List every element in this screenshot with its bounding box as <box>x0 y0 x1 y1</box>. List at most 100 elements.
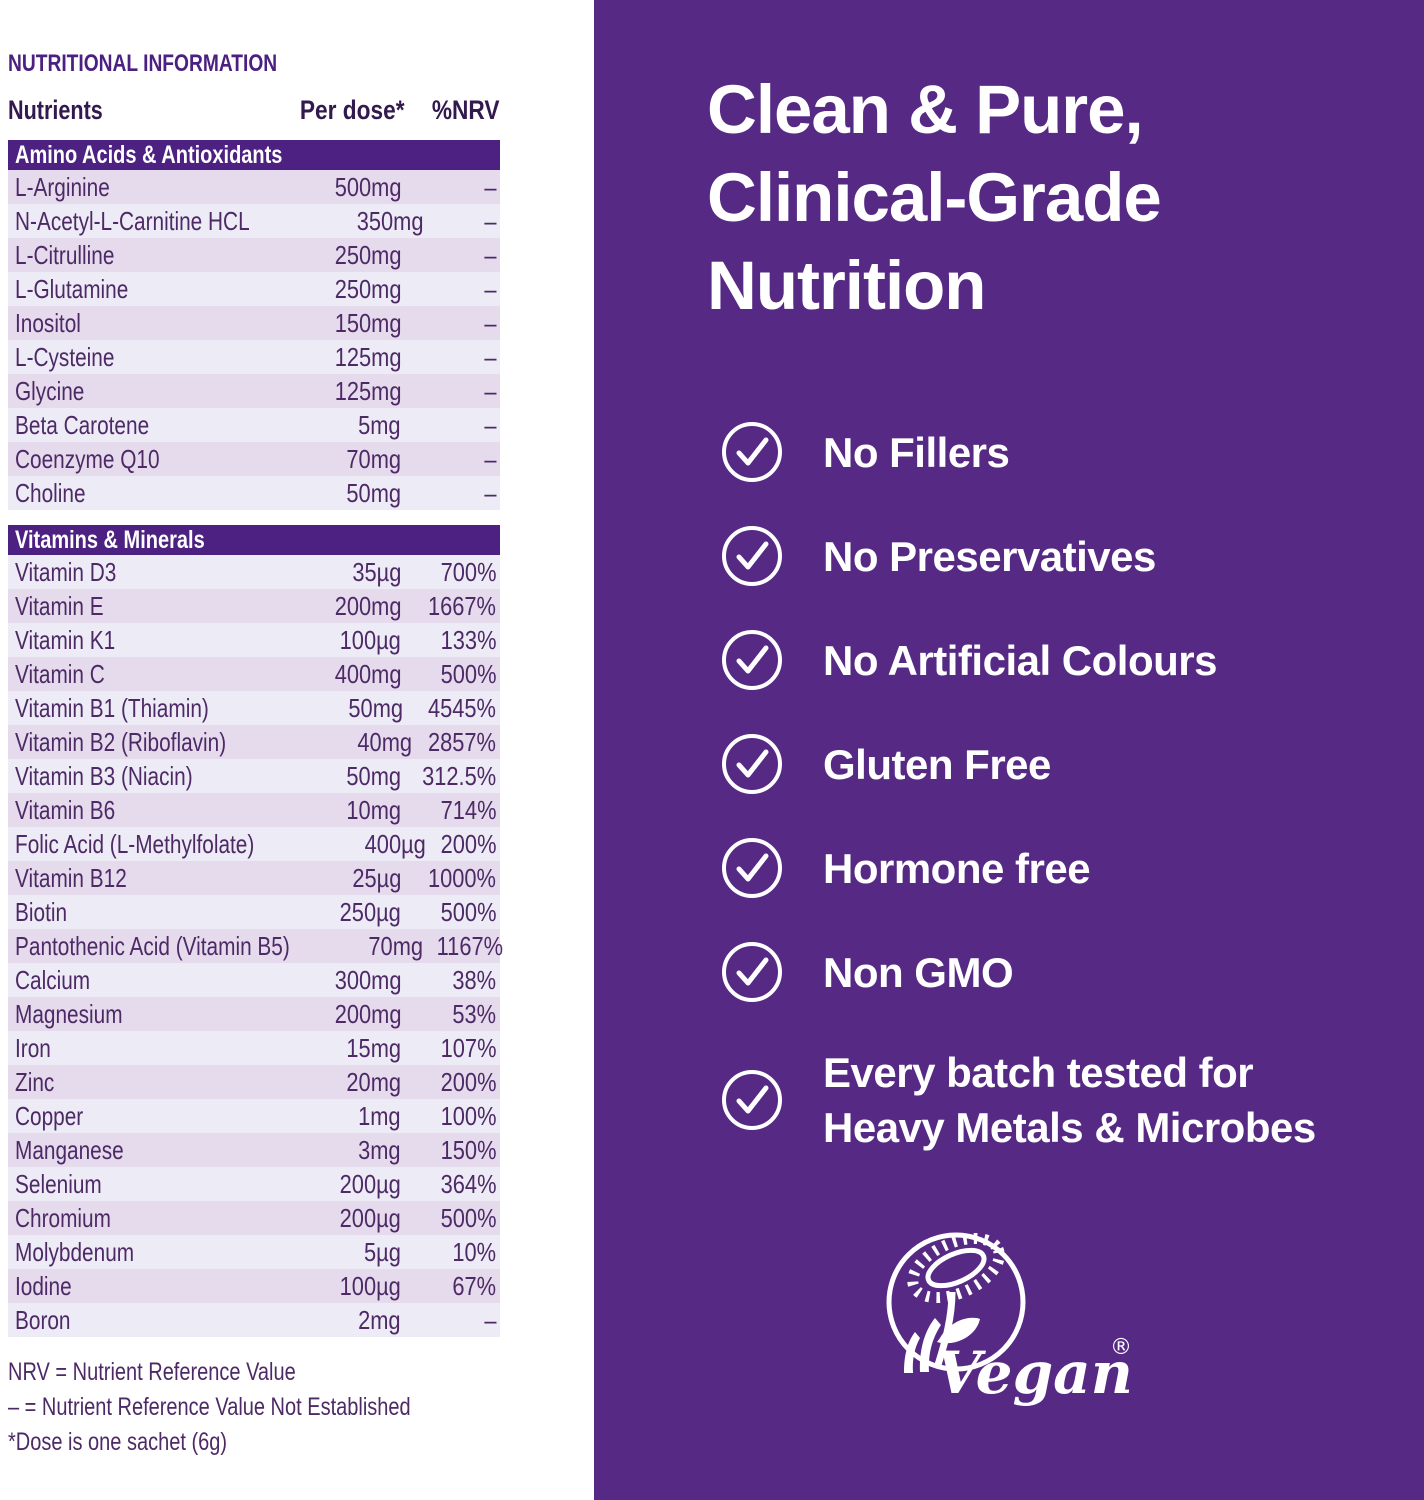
nutrient-nrv: 1667% <box>427 591 496 621</box>
nutrient-name: L-Arginine <box>15 172 110 202</box>
nutrient-name: Vitamin B2 (Riboflavin) <box>15 727 227 757</box>
footnote-dose-text: *Dose is one sachet (6g) <box>8 1428 228 1456</box>
checkmark-circle-icon <box>722 526 782 586</box>
sunflower-icon <box>907 1232 1005 1304</box>
headline: Clean & Pure, Clinical-Grade Nutrition <box>707 66 1162 330</box>
table-row: Selenium 200µg 364% <box>8 1167 500 1201</box>
table-row: Vitamin E 200mg 1667% <box>8 589 500 623</box>
table-row: Zinc 20mg 200% <box>8 1065 500 1099</box>
checkmark-circle-icon <box>722 630 782 690</box>
table-row: Boron 2mg – <box>8 1303 500 1337</box>
nutrient-dose: 100µg <box>339 1271 401 1301</box>
table-row: Biotin 250µg 500% <box>8 895 500 929</box>
nutrient-dose: 3mg <box>358 1135 401 1165</box>
column-header-per-dose-text: Per dose* <box>300 95 405 125</box>
section-header-amino-acids: Amino Acids & Antioxidants <box>8 140 500 170</box>
marketing-panel: Clean & Pure, Clinical-Grade Nutrition N… <box>594 0 1424 1500</box>
nutrient-name: Iron <box>15 1033 51 1063</box>
table-row: Choline 50mg – <box>8 476 500 510</box>
nutrient-name: Inositol <box>15 308 81 338</box>
nutrient-name: Vitamin B1 (Thiamin) <box>15 693 209 723</box>
table-row: Manganese 3mg 150% <box>8 1133 500 1167</box>
nutrient-name: Calcium <box>15 965 91 995</box>
nutrient-dose: 200µg <box>339 1203 401 1233</box>
nutrient-name: Biotin <box>15 897 68 927</box>
nutrient-dose: 250mg <box>334 240 401 270</box>
benefit-batch-tested: Every batch tested for Heavy Metals & Mi… <box>721 1045 1316 1155</box>
nutrient-dose: 200mg <box>334 999 401 1029</box>
nutrient-name: Vitamin B3 (Niacin) <box>15 761 193 791</box>
vegan-society-logo: Vegan ® <box>886 1232 1129 1407</box>
nutrient-dose: 1mg <box>358 1101 401 1131</box>
benefit-label: Every batch tested for Heavy Metals & Mi… <box>823 1045 1316 1155</box>
nutrient-name: Vitamin B12 <box>15 863 127 893</box>
nutrient-nrv: 500% <box>440 897 496 927</box>
table-row: Vitamin B3 (Niacin) 50mg 312.5% <box>8 759 500 793</box>
nutrient-nrv: – <box>483 308 496 338</box>
section-header-vitamins-minerals: Vitamins & Minerals <box>8 525 500 555</box>
headline-line-1: Clean & Pure, <box>707 71 1144 148</box>
benefit-label: No Preservatives <box>823 532 1156 580</box>
nutrient-dose: 350mg <box>356 206 424 236</box>
headline-line-3: Nutrition <box>707 247 986 324</box>
nutrient-name: Manganese <box>15 1135 124 1165</box>
nutrient-nrv: – <box>483 342 496 372</box>
nutrient-dose: 10mg <box>346 795 401 825</box>
nutrient-name: L-Cysteine <box>15 342 115 372</box>
table-row: Vitamin D3 35µg 700% <box>8 555 500 589</box>
nutrient-nrv: 500% <box>440 1203 496 1233</box>
registered-trademark-icon: ® <box>1110 1335 1129 1360</box>
table-section-amino-acids: Amino Acids & Antioxidants L-Arginine 500… <box>8 140 500 510</box>
nutrient-name: Selenium <box>15 1169 102 1199</box>
nutrient-nrv: 312.5% <box>421 761 496 791</box>
nutrient-name: L-Citrulline <box>15 240 115 270</box>
nutrient-dose: 400µg <box>364 829 426 859</box>
nutrient-dose: 5µg <box>364 1237 401 1267</box>
nutrient-dose: 200µg <box>339 1169 401 1199</box>
column-header-nrv: %NRV <box>405 95 500 125</box>
benefit-label: Hormone free <box>823 844 1091 892</box>
table-row: Vitamin C 400mg 500% <box>8 657 500 691</box>
table-row: Beta Carotene 5mg – <box>8 408 500 442</box>
grass-blade <box>904 1332 920 1373</box>
nutrient-dose: 200mg <box>334 591 401 621</box>
table-row: Pantothenic Acid (Vitamin B5) 70mg 1167% <box>8 929 503 963</box>
nutrient-dose: 250mg <box>334 274 401 304</box>
table-row: Calcium 300mg 38% <box>8 963 500 997</box>
table-row: Copper 1mg 100% <box>8 1099 500 1133</box>
nutrient-nrv: 714% <box>440 795 496 825</box>
table-row: Chromium 200µg 500% <box>8 1201 500 1235</box>
nutrient-name: Chromium <box>15 1203 111 1233</box>
nutrient-name: Vitamin E <box>15 591 104 621</box>
table-row: Vitamin B6 10mg 714% <box>8 793 500 827</box>
table-row: Iron 15mg 107% <box>8 1031 500 1065</box>
table-row: Glycine 125mg – <box>8 374 500 408</box>
nutrient-nrv: – <box>483 206 496 236</box>
nutrient-dose: 300mg <box>334 965 401 995</box>
footnote-nrv: NRV = Nutrient Reference Value <box>8 1355 500 1390</box>
nutrient-nrv: 107% <box>440 1033 496 1063</box>
nutrient-dose: 70mg <box>368 931 424 961</box>
table-row: L-Glutamine 250mg – <box>8 272 500 306</box>
vegan-logo-circle <box>886 1232 1026 1372</box>
nutrient-nrv: 700% <box>440 557 496 587</box>
nutrient-dose: 5mg <box>358 410 401 440</box>
benefit-label: Gluten Free <box>823 740 1051 788</box>
nutrient-name: Vitamin C <box>15 659 105 689</box>
nutrient-name: Vitamin B6 <box>15 795 116 825</box>
nutrient-dose: 500mg <box>334 172 401 202</box>
table-row: Vitamin K1 100µg 133% <box>8 623 500 657</box>
nutrient-name: Folic Acid (L-Methylfolate) <box>15 829 255 859</box>
nutrient-nrv: – <box>483 240 496 270</box>
nutrient-nrv: – <box>483 410 496 440</box>
nutrient-nrv: – <box>483 376 496 406</box>
nutrient-dose: 15mg <box>346 1033 401 1063</box>
nutrient-dose: 125mg <box>334 342 401 372</box>
nutrient-nrv: 364% <box>440 1169 496 1199</box>
table-title-text: NUTRITIONAL INFORMATION <box>8 50 278 77</box>
nutrient-name: Glycine <box>15 376 85 406</box>
benefit-label: Non GMO <box>823 948 1014 996</box>
nutrient-dose: 250µg <box>339 897 401 927</box>
sunflower-leaf <box>937 1317 980 1344</box>
nutrient-dose: 20mg <box>346 1067 401 1097</box>
